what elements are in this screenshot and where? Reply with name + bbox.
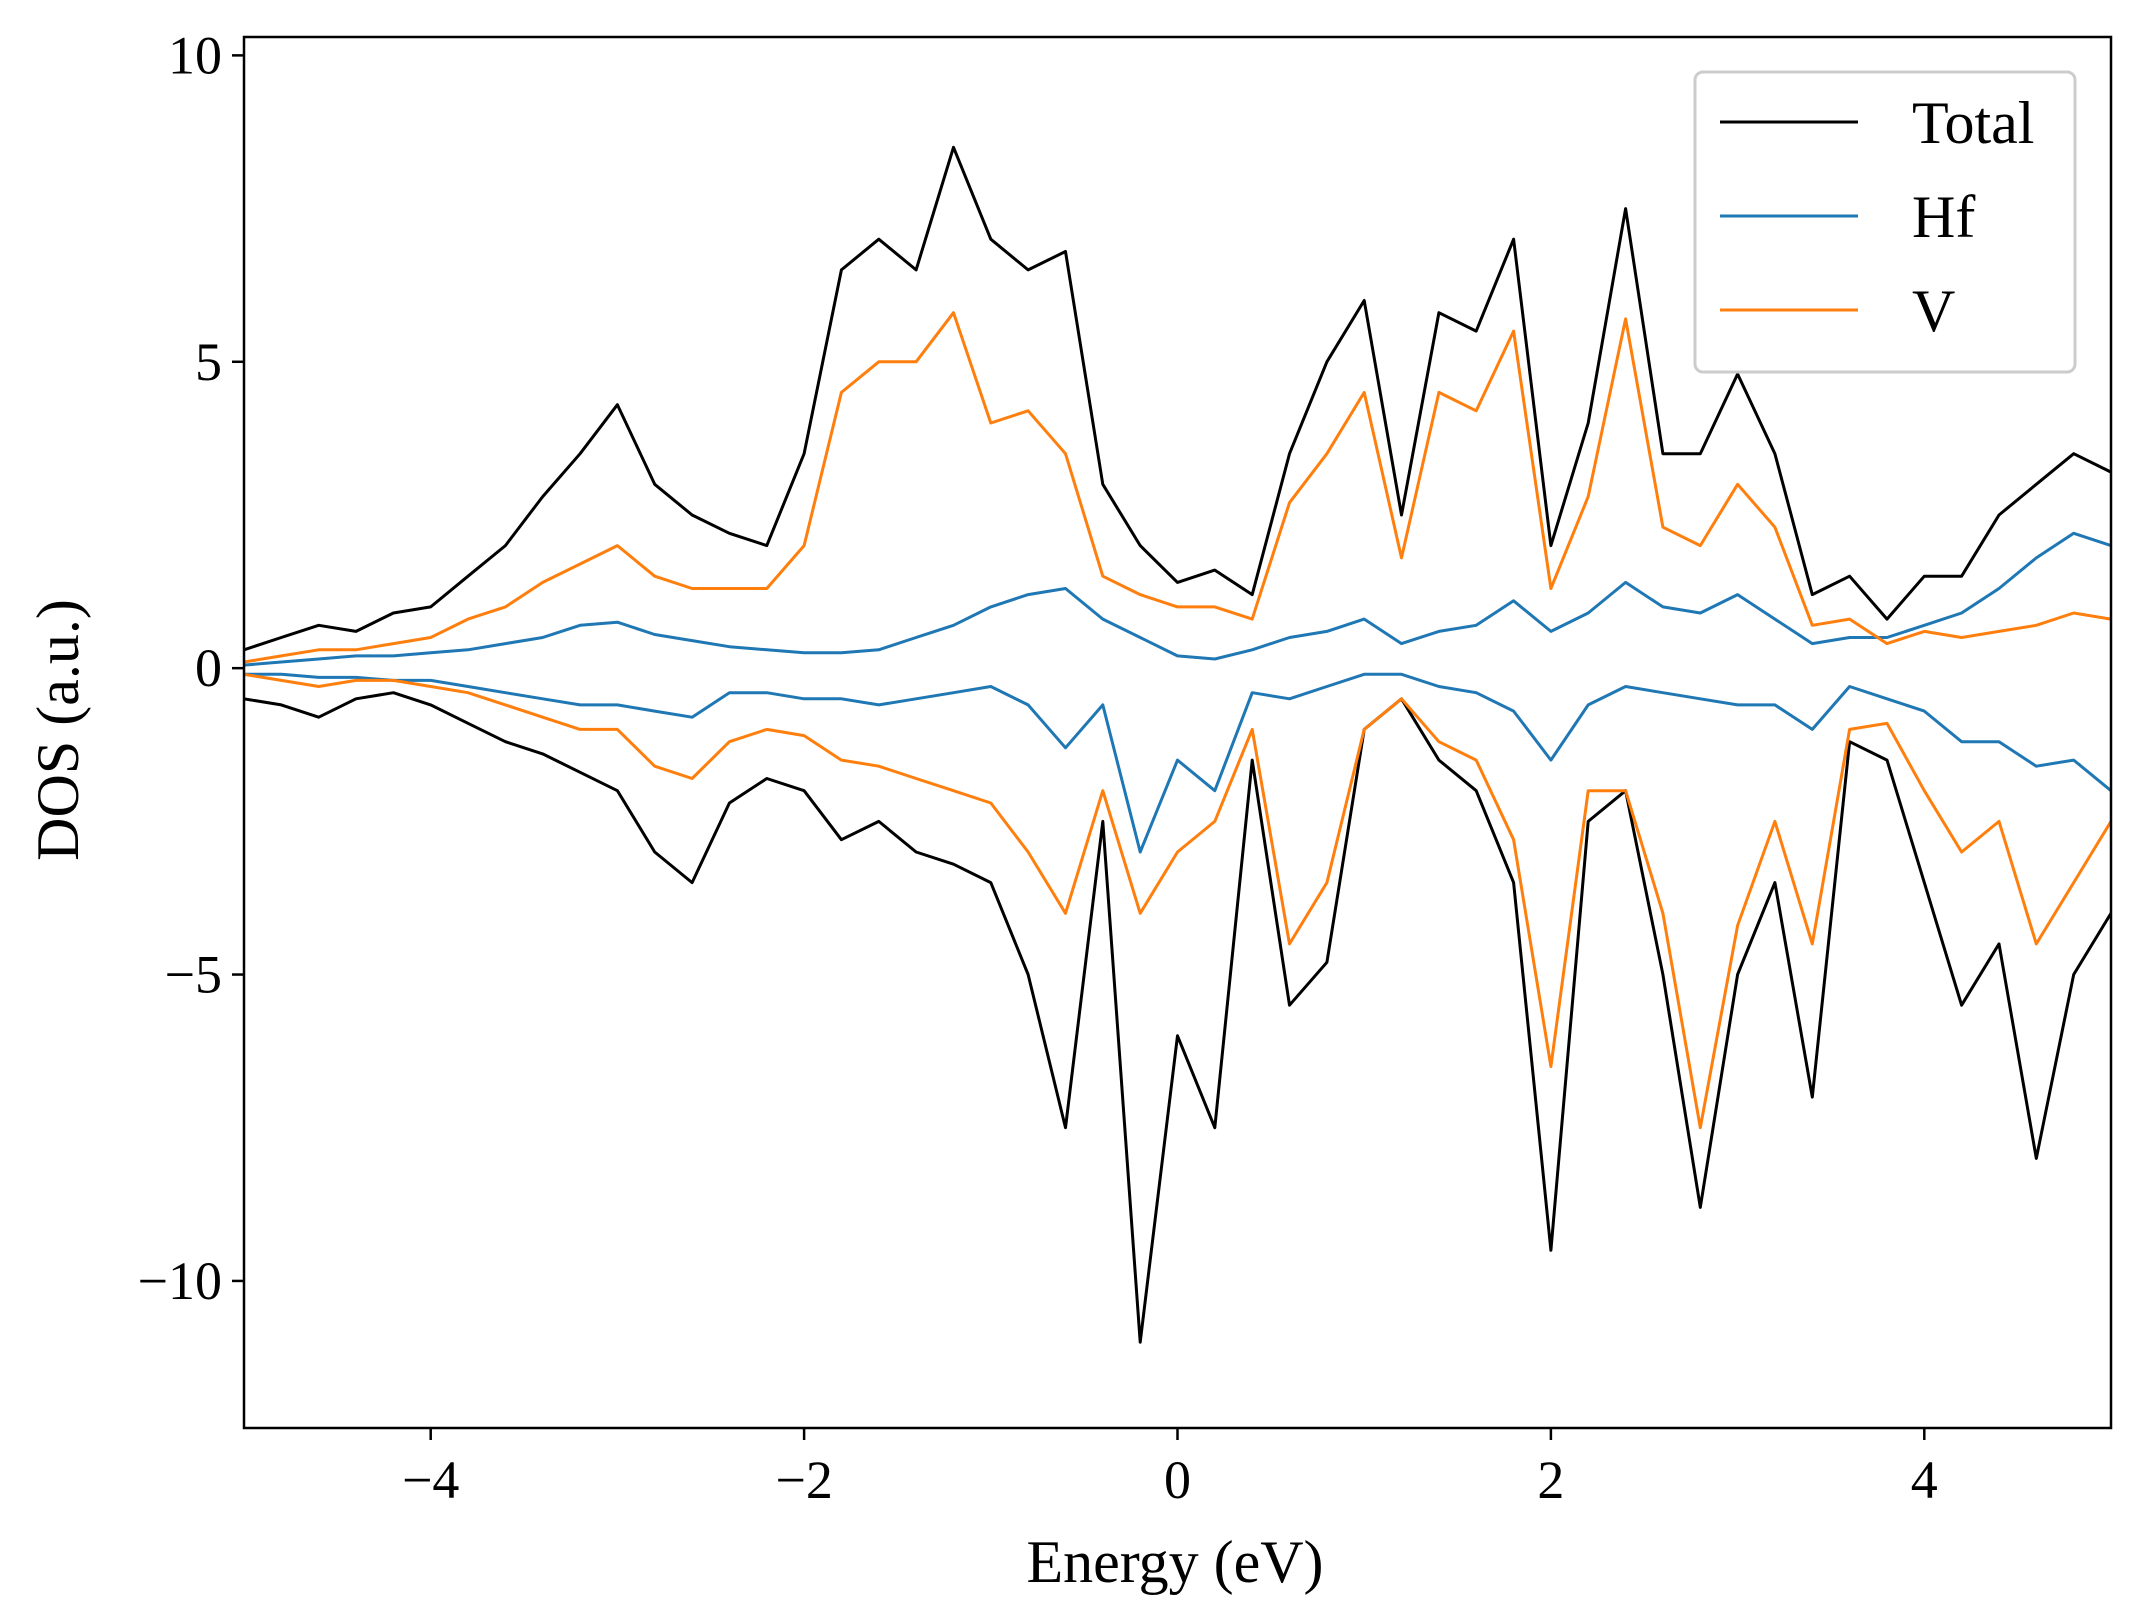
series-hf-spin-down: [244, 672, 2111, 854]
x-tick-label: 0: [1164, 1450, 1191, 1510]
x-tick-label: 4: [1911, 1450, 1938, 1510]
y-tick-label: 10: [168, 25, 222, 85]
axes-layer: −4 −2 0 2 4 −10 −5 0 5 10: [138, 25, 2113, 1510]
legend-label-hf: Hf: [1912, 184, 1975, 250]
legend: Total Hf V: [1693, 70, 2077, 374]
series-total-spin-down: [244, 691, 2111, 1344]
y-axis-label: DOS (a.u.): [25, 599, 91, 861]
legend-frame: [1693, 70, 2077, 374]
series-v-spin-down: [244, 672, 2111, 1130]
series-layer: [244, 145, 2111, 1344]
y-tick-label: −10: [138, 1251, 222, 1311]
y-tick-label: 5: [195, 332, 222, 392]
series-lines: [244, 145, 2111, 1344]
y-tick-label: −5: [165, 945, 222, 1005]
legend-label-v: V: [1912, 278, 1955, 344]
x-axis-label: Energy (eV): [1026, 1529, 1323, 1595]
legend-label-total: Total: [1912, 90, 2034, 156]
series-v-spin-up: [244, 311, 2111, 664]
x-tick-label: −4: [402, 1450, 459, 1510]
series-total-spin-up: [244, 145, 2111, 652]
series-hf-spin-up: [244, 531, 2111, 667]
y-tick-label: 0: [195, 638, 222, 698]
x-tick-label: −2: [775, 1450, 832, 1510]
x-tick-label: 2: [1537, 1450, 1564, 1510]
